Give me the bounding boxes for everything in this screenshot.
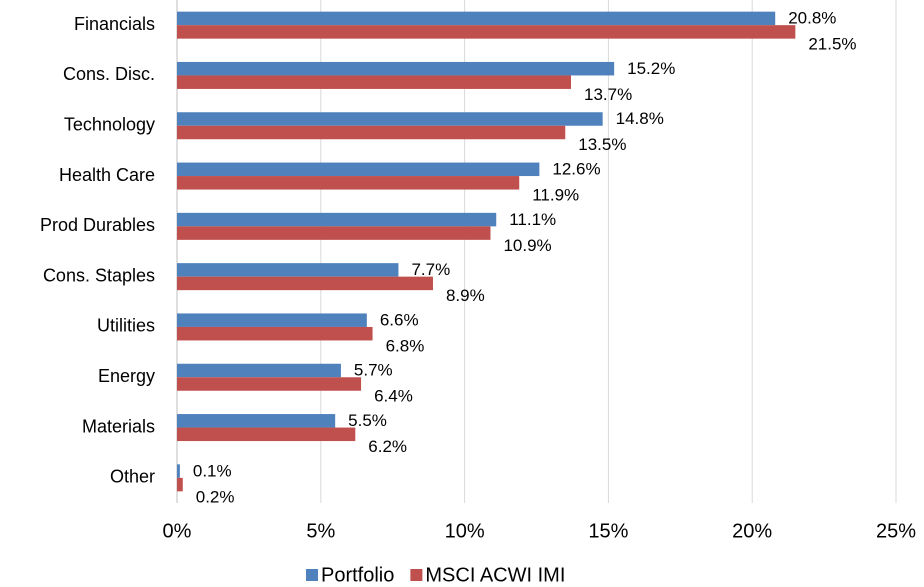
value-label: 10.9% [503,236,551,255]
y-tick-label: Other [110,467,155,487]
value-label: 13.5% [578,135,626,154]
bar [177,477,183,492]
value-label: 20.8% [788,9,836,28]
value-label: 12.6% [552,160,600,179]
value-label: 5.7% [354,361,393,380]
value-label: 6.8% [386,336,425,355]
bar [177,125,566,140]
x-tick-label: 20% [732,520,772,542]
bar [177,377,362,391]
bar [177,464,180,478]
value-label: 0.2% [196,487,235,506]
legend-swatch [410,569,423,581]
value-label: 13.7% [584,85,632,104]
bar [177,326,373,341]
y-tick-label: Prod Durables [40,215,155,235]
legend-label: Portfolio [321,564,394,586]
bar [177,276,433,291]
value-label: 0.1% [193,461,232,480]
bar [177,414,336,428]
value-label: 6.2% [368,437,407,456]
y-tick-label: Financials [74,14,155,34]
value-label: 7.7% [411,260,450,279]
value-label: 14.8% [616,109,664,128]
legend-swatch [306,569,318,581]
value-label: 21.5% [808,35,856,54]
bar [177,75,572,89]
bar [177,162,540,177]
x-tick-label: 15% [588,520,628,542]
y-tick-label: Energy [98,366,155,386]
value-label: 8.9% [446,286,485,305]
bar [177,25,796,39]
x-tick-label: 0% [163,520,192,542]
x-tick-label: 25% [876,520,916,542]
bar [177,112,603,126]
x-tick-label: 10% [445,520,485,542]
value-label: 5.5% [348,411,387,430]
y-tick-label: Materials [82,416,155,436]
y-tick-label: Health Care [59,165,155,185]
y-tick-label: Cons. Staples [43,265,155,285]
bar [177,313,367,327]
bar [177,61,615,76]
value-label: 6.4% [374,387,413,406]
bar [177,11,776,26]
bar [177,212,497,227]
value-label: 11.1% [509,210,556,229]
value-label: 6.6% [380,310,419,329]
y-tick-label: Utilities [97,316,155,336]
value-label: 15.2% [627,59,675,78]
y-tick-label: Technology [64,115,155,135]
x-tick-label: 5% [306,520,335,542]
bar [177,226,491,240]
y-tick-label: Cons. Disc. [63,64,155,84]
bar [177,176,520,190]
value-label: 11.9% [532,186,579,205]
bar [177,363,341,378]
legend-label: MSCI ACWI IMI [425,564,565,586]
bar [177,263,399,277]
bar [177,427,356,442]
